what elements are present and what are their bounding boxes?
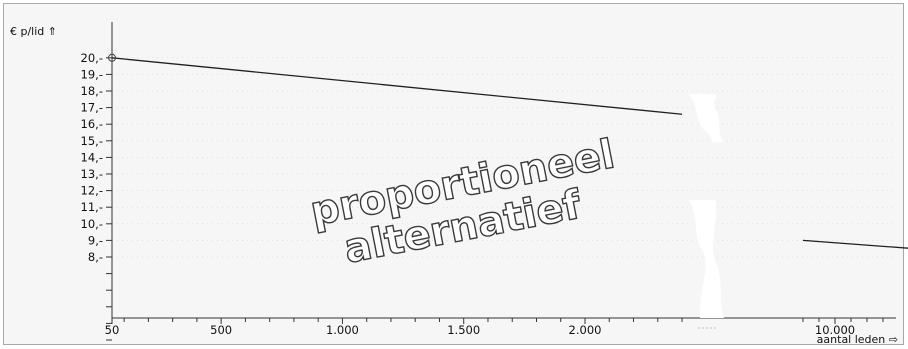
- series-line-left: [111, 57, 683, 115]
- axis-break-top: [688, 94, 724, 142]
- x-tick-label: 1.000: [326, 323, 359, 337]
- x-tick-label: 10.000: [815, 323, 855, 337]
- chart-frame: [3, 3, 904, 345]
- grid: [112, 57, 896, 258]
- y-tick-label: 9,-: [88, 233, 103, 247]
- series-line-right: [802, 239, 908, 249]
- y-tick-label: 19,-: [81, 67, 103, 81]
- x-axis-label: aantal leden ⇨: [817, 333, 898, 346]
- y-tick-label: 12,-: [81, 184, 103, 198]
- x-tick-label: 1.500: [447, 323, 480, 337]
- y-axis-label: € p/lid ⇑: [10, 25, 57, 38]
- y-tick-label: 18,-: [81, 84, 103, 98]
- axis-break-bottom: [688, 200, 724, 318]
- y-tick-label: 17,-: [81, 101, 103, 115]
- y-ticks: 8,- 9,- 10,- 11,- 12,- 13,- 14,- 15,- 16,- 17,- 18…: [81, 51, 112, 341]
- x-ticks: 50 500 1.000 1.500 2.000 10.000: [105, 318, 884, 337]
- y-tick-label: 15,-: [81, 134, 103, 148]
- y-tick-label: 11,-: [81, 200, 103, 214]
- y-tick-label: 8,-: [88, 250, 103, 264]
- x-tick-label: 2.000: [569, 323, 602, 337]
- y-tick-label: 10,-: [81, 217, 103, 231]
- data-point-start: [108, 53, 116, 62]
- x-tick-label: 50: [105, 323, 120, 337]
- y-tick-label: 20,-: [81, 51, 103, 65]
- x-tick-label: 500: [210, 323, 232, 337]
- y-tick-label: 16,-: [81, 117, 103, 131]
- y-tick-label: 13,-: [81, 167, 103, 181]
- data-lines: [108, 53, 908, 249]
- y-tick-label: 14,-: [81, 150, 103, 164]
